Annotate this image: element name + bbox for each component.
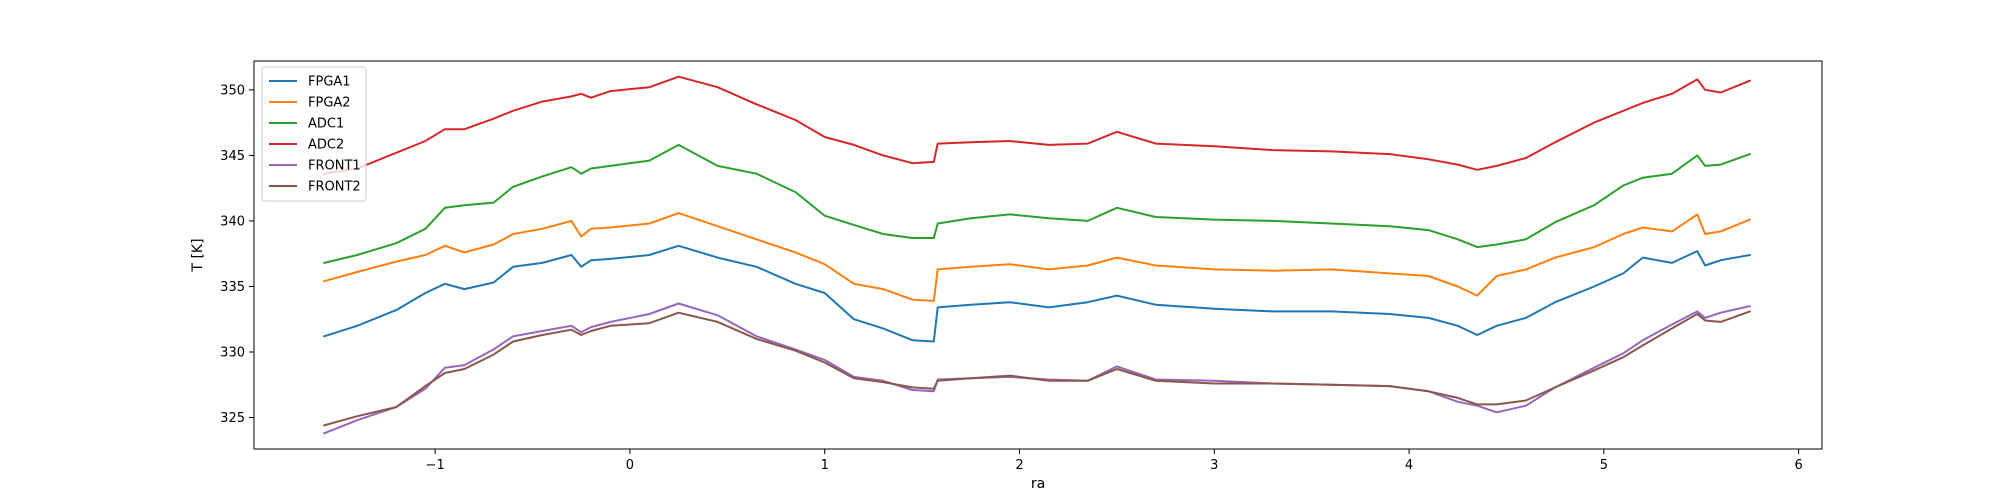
legend: FPGA1 FPGA2 ADC1 ADC2 FRONT1 FRONT2 xyxy=(261,66,367,202)
series-line-fpga1 xyxy=(323,244,1751,343)
series-line-front2 xyxy=(323,310,1751,427)
series-layer xyxy=(323,75,1751,435)
x-axis-label: ra xyxy=(1031,476,1045,492)
legend-label-adc1: ADC1 xyxy=(308,117,344,132)
axes-frame xyxy=(253,60,1823,450)
x-tick-label: −1 xyxy=(426,458,445,473)
legend-label-front1: FRONT1 xyxy=(308,159,361,174)
x-tick-label: 1 xyxy=(821,458,829,473)
x-tick-label: 0 xyxy=(626,458,634,473)
x-tick-label: 6 xyxy=(1794,458,1802,473)
x-tick-label: 2 xyxy=(1015,458,1023,473)
y-tick-label: 345 xyxy=(220,149,245,164)
legend-label-front2: FRONT2 xyxy=(308,180,361,195)
x-tick-label: 3 xyxy=(1210,458,1218,473)
y-axis-label: T [K] xyxy=(190,238,206,272)
legend-box xyxy=(261,66,367,202)
legend-label-fpga1: FPGA1 xyxy=(308,75,351,90)
y-tick-label: 340 xyxy=(220,214,245,229)
series-line-adc2 xyxy=(323,75,1751,175)
x-tick-label: 5 xyxy=(1600,458,1608,473)
series-line-fpga2 xyxy=(323,212,1751,302)
y-tick-label: 335 xyxy=(220,280,245,295)
y-tick-label: 325 xyxy=(220,411,245,426)
x-tick-label: 4 xyxy=(1405,458,1413,473)
legend-label-adc2: ADC2 xyxy=(308,138,344,153)
y-tick-label: 330 xyxy=(220,346,245,361)
series-line-adc1 xyxy=(323,143,1751,264)
y-tick-label: 350 xyxy=(220,83,245,98)
legend-label-fpga2: FPGA2 xyxy=(308,96,351,111)
